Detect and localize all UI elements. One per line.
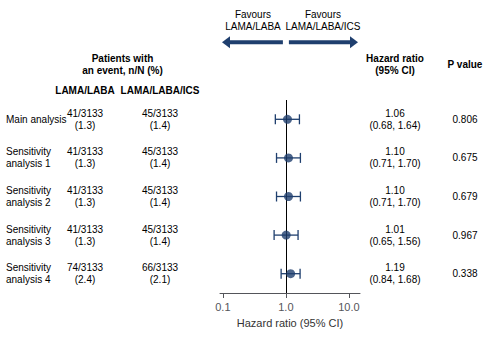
svg-text:74/3133: 74/3133 [67, 262, 104, 273]
svg-text:0.967: 0.967 [452, 230, 477, 241]
svg-text:0.1: 0.1 [215, 301, 230, 313]
svg-text:(1.3): (1.3) [75, 197, 96, 208]
svg-text:(0.84, 1.68): (0.84, 1.68) [369, 274, 420, 285]
svg-text:41/3133: 41/3133 [67, 108, 104, 119]
svg-text:analysis 4: analysis 4 [6, 274, 51, 285]
svg-text:(2.1): (2.1) [150, 274, 171, 285]
svg-text:1.01: 1.01 [385, 224, 405, 235]
svg-text:Sensitivity: Sensitivity [6, 224, 51, 235]
svg-text:(1.3): (1.3) [75, 158, 96, 169]
svg-text:(2.4): (2.4) [75, 274, 96, 285]
svg-text:LAMA/LABA: LAMA/LABA [225, 21, 281, 32]
svg-text:(0.71, 1.70): (0.71, 1.70) [369, 158, 420, 169]
svg-text:(1.4): (1.4) [150, 197, 171, 208]
svg-text:Hazard ratio: Hazard ratio [366, 53, 424, 64]
svg-text:Main analysis: Main analysis [6, 114, 67, 125]
svg-text:45/3133: 45/3133 [142, 185, 179, 196]
svg-text:(1.4): (1.4) [150, 158, 171, 169]
svg-text:66/3133: 66/3133 [142, 262, 179, 273]
svg-text:LAMA/LABA: LAMA/LABA [55, 85, 114, 96]
svg-text:1.06: 1.06 [385, 108, 405, 119]
svg-text:45/3133: 45/3133 [142, 146, 179, 157]
svg-text:0.679: 0.679 [452, 191, 477, 202]
svg-text:0.806: 0.806 [452, 114, 477, 125]
svg-text:(1.3): (1.3) [75, 120, 96, 131]
svg-text:41/3133: 41/3133 [67, 146, 104, 157]
svg-text:LAMA/LABA/ICS: LAMA/LABA/ICS [121, 85, 200, 96]
svg-text:(0.68, 1.64): (0.68, 1.64) [369, 120, 420, 131]
svg-text:Sensitivity: Sensitivity [6, 262, 51, 273]
svg-text:analysis 3: analysis 3 [6, 236, 51, 247]
svg-text:analysis 1: analysis 1 [6, 158, 51, 169]
svg-text:(95% CI): (95% CI) [375, 65, 414, 76]
svg-text:(1.4): (1.4) [150, 120, 171, 131]
svg-text:Sensitivity: Sensitivity [6, 185, 51, 196]
svg-text:Favours: Favours [305, 9, 341, 20]
svg-text:Favours: Favours [235, 9, 271, 20]
svg-text:41/3133: 41/3133 [67, 185, 104, 196]
svg-text:(0.65, 1.56): (0.65, 1.56) [369, 236, 420, 247]
svg-text:45/3133: 45/3133 [142, 224, 179, 235]
svg-text:1.19: 1.19 [385, 262, 405, 273]
svg-text:an event, n/N (%): an event, n/N (%) [82, 65, 163, 76]
svg-text:(1.4): (1.4) [150, 236, 171, 247]
svg-text:P value: P value [448, 59, 483, 70]
svg-text:1.10: 1.10 [385, 185, 405, 196]
svg-text:1.0: 1.0 [278, 301, 293, 313]
svg-text:analysis 2: analysis 2 [6, 197, 51, 208]
svg-text:45/3133: 45/3133 [142, 108, 179, 119]
svg-text:0.338: 0.338 [452, 268, 477, 279]
svg-text:41/3133: 41/3133 [67, 224, 104, 235]
svg-text:(0.71, 1.70): (0.71, 1.70) [369, 197, 420, 208]
svg-text:LAMA/LABA/ICS: LAMA/LABA/ICS [285, 21, 360, 32]
svg-text:0.675: 0.675 [452, 152, 477, 163]
svg-text:Patients with: Patients with [92, 53, 154, 64]
svg-text:(1.3): (1.3) [75, 236, 96, 247]
svg-text:1.10: 1.10 [385, 146, 405, 157]
svg-text:Sensitivity: Sensitivity [6, 146, 51, 157]
svg-text:Hazard ratio (95% CI): Hazard ratio (95% CI) [237, 317, 343, 329]
svg-text:10.0: 10.0 [338, 301, 359, 313]
